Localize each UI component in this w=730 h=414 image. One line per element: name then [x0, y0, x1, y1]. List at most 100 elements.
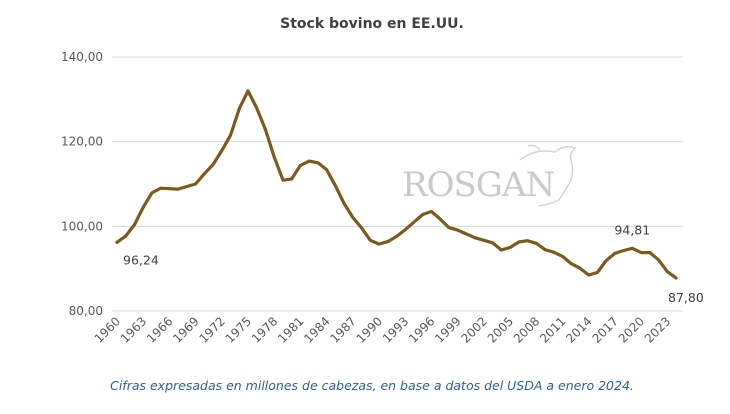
x-tick-label: 2023 — [642, 314, 673, 345]
x-tick-label: 1966 — [144, 314, 175, 345]
data-point — [133, 223, 136, 227]
data-point — [124, 234, 128, 238]
data-point — [202, 172, 206, 176]
data-label: 96,24 — [123, 252, 159, 267]
x-tick-label: 1969 — [170, 314, 201, 345]
data-point — [674, 276, 678, 280]
data-point — [552, 250, 556, 254]
data-point — [534, 241, 538, 245]
data-point — [456, 228, 460, 232]
x-tick-label: 2020 — [616, 314, 647, 345]
series-line-stock-bovino — [115, 89, 678, 280]
x-tick-label: 1960 — [92, 314, 123, 345]
data-point — [168, 187, 171, 191]
data-point — [325, 168, 329, 172]
data-point — [255, 106, 259, 110]
data-point — [499, 248, 503, 252]
data-label: 87,80 — [668, 290, 704, 305]
data-point — [237, 107, 241, 111]
data-point — [281, 178, 285, 182]
data-point — [351, 216, 355, 219]
data-point — [587, 273, 591, 277]
data-point — [613, 252, 617, 255]
data-point — [342, 202, 346, 205]
data-point — [473, 236, 477, 240]
chart-title: Stock bovino en EE.UU. — [280, 16, 464, 32]
data-point — [665, 270, 669, 274]
data-point — [159, 186, 163, 190]
data-point — [299, 163, 302, 167]
data-point — [360, 226, 363, 230]
data-point — [447, 226, 451, 230]
data-point — [377, 242, 381, 246]
data-point — [561, 254, 564, 258]
x-tick-label: 1978 — [249, 314, 280, 345]
x-tick-label: 2017 — [589, 314, 620, 345]
data-point — [630, 246, 634, 250]
x-tick-label: 1993 — [380, 314, 411, 345]
data-point — [491, 241, 494, 245]
data-point — [229, 133, 232, 137]
x-tick-label: 1999 — [432, 314, 463, 345]
x-tick-label: 2005 — [485, 314, 516, 345]
data-point — [150, 191, 154, 195]
data-point — [386, 240, 390, 243]
data-point — [421, 213, 425, 216]
data-point — [639, 251, 643, 254]
x-tick-label: 1972 — [196, 314, 227, 345]
x-axis: 1960196319661969197219751978198119841987… — [92, 314, 674, 345]
x-tick-label: 1975 — [223, 314, 254, 345]
data-point — [272, 155, 276, 159]
x-tick-label: 2014 — [563, 314, 594, 345]
x-tick-label: 1987 — [327, 314, 358, 345]
x-tick-label: 1990 — [354, 314, 385, 345]
x-tick-label: 1981 — [275, 314, 306, 345]
x-tick-label: 1996 — [406, 314, 437, 345]
data-point — [333, 184, 337, 188]
data-point — [482, 238, 486, 242]
y-tick-label: 120,00 — [61, 135, 103, 149]
data-point — [185, 185, 189, 188]
x-tick-label: 2008 — [511, 314, 542, 345]
x-tick-label: 1963 — [118, 314, 149, 345]
data-point — [246, 89, 250, 93]
data-point — [316, 161, 320, 165]
data-point — [622, 249, 625, 252]
data-point — [543, 248, 547, 252]
data-point — [403, 228, 407, 232]
data-point — [508, 246, 512, 249]
data-point — [464, 232, 468, 236]
data-point — [307, 159, 311, 163]
cow-head-icon — [519, 144, 577, 207]
watermark-logo: ROSGAN — [402, 144, 577, 207]
data-point — [115, 240, 119, 244]
data-point — [648, 251, 652, 254]
data-point — [430, 210, 433, 213]
data-point — [211, 163, 215, 166]
data-point — [395, 235, 398, 238]
data-point — [264, 128, 267, 132]
y-tick-label: 80,00 — [69, 304, 103, 318]
y-tick-label: 100,00 — [61, 219, 103, 233]
data-point — [176, 187, 180, 191]
data-point — [657, 258, 660, 262]
data-point — [438, 217, 442, 221]
data-point — [604, 259, 608, 263]
x-tick-label: 1984 — [301, 314, 332, 345]
data-point — [141, 205, 145, 209]
data-point — [578, 266, 582, 270]
y-axis: 80,00 100,00 120,00 140,00 — [61, 50, 103, 318]
data-point — [517, 240, 521, 244]
x-tick-label: 2002 — [458, 314, 489, 345]
watermark-text: ROSGAN — [402, 165, 554, 205]
data-point — [526, 239, 529, 243]
data-point — [220, 149, 224, 152]
y-tick-label: 140,00 — [61, 50, 103, 64]
data-point — [194, 182, 198, 186]
x-tick-label: 2011 — [537, 314, 568, 345]
data-point — [368, 238, 372, 242]
data-point — [595, 271, 599, 274]
chart-caption: Cifras expresadas en millones de cabezas… — [110, 378, 634, 393]
data-point — [569, 262, 573, 265]
